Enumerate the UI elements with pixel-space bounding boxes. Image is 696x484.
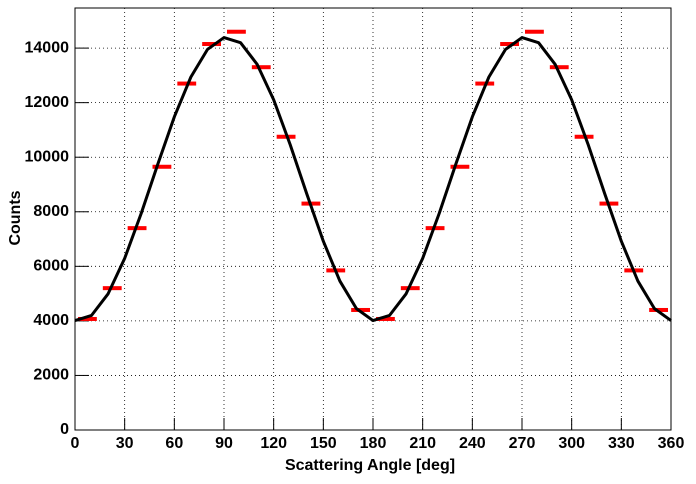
x-tick-label: 270 <box>509 435 536 452</box>
x-tick-label: 360 <box>658 435 685 452</box>
histogram-bin <box>202 42 221 47</box>
histogram-bin <box>450 164 470 169</box>
x-tick-label: 90 <box>215 435 233 452</box>
x-tick-label: 210 <box>409 435 436 452</box>
histogram-bin <box>525 29 544 34</box>
histogram-bin <box>251 65 271 70</box>
x-tick-label: 30 <box>116 435 134 452</box>
histogram-bin <box>549 65 569 70</box>
x-tick-label: 300 <box>558 435 585 452</box>
x-tick-label: 330 <box>608 435 635 452</box>
x-tick-label: 150 <box>310 435 337 452</box>
y-tick-label: 14000 <box>25 39 70 56</box>
x-tick-label: 180 <box>360 435 387 452</box>
y-tick-label: 2000 <box>33 367 69 384</box>
y-tick-label: 6000 <box>33 258 69 275</box>
x-tick-label: 0 <box>71 435 80 452</box>
histogram-bin <box>227 29 246 34</box>
histogram-bin <box>500 42 519 47</box>
y-tick-label: 10000 <box>25 148 70 165</box>
y-tick-label: 8000 <box>33 203 69 220</box>
x-axis-label: Scattering Angle [deg] <box>285 457 455 474</box>
y-axis-label: Counts <box>7 190 24 245</box>
x-tick-label: 240 <box>459 435 486 452</box>
y-tick-label: 0 <box>60 421 69 438</box>
histogram-bin <box>78 316 97 321</box>
histogram-bin <box>152 164 172 169</box>
histogram-bin <box>376 316 395 321</box>
y-tick-label: 12000 <box>25 94 70 111</box>
plot-frame <box>74 7 672 431</box>
x-tick-label: 60 <box>165 435 183 452</box>
x-tick-label: 120 <box>260 435 287 452</box>
fit-curve <box>74 36 672 323</box>
y-tick-label: 4000 <box>33 312 69 329</box>
